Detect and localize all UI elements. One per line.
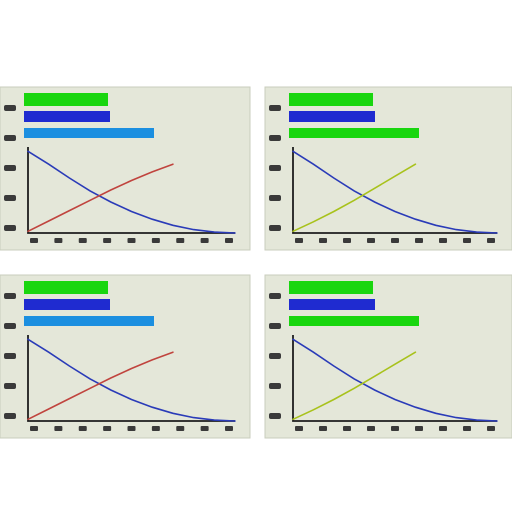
x-tick-glyph-6: [151, 426, 160, 431]
series-line-2: [27, 351, 174, 421]
x-tick-glyph-5: [391, 238, 399, 243]
y-tick-glyph-4: [269, 383, 281, 389]
y-tick-marks: [269, 105, 281, 231]
chart-panel-3: [0, 274, 251, 439]
y-tick-glyph-1: [269, 293, 281, 299]
legend-swatch-3: [289, 316, 419, 326]
x-tick-glyph-4: [103, 426, 112, 431]
legend: [24, 281, 154, 326]
y-tick-glyph-3: [269, 165, 281, 171]
legend-swatch-3: [289, 128, 419, 138]
chart-panel-1: [0, 86, 251, 251]
x-tick-glyph-7: [439, 426, 447, 431]
y-tick-glyph-2: [269, 135, 281, 141]
x-tick-glyph-4: [103, 238, 112, 243]
x-tick-glyph-2: [319, 426, 327, 431]
chart-panel-4: [264, 274, 512, 439]
legend: [289, 281, 419, 326]
x-tick-glyph-3: [343, 238, 351, 243]
legend-swatch-1: [289, 281, 373, 294]
series-line-2: [292, 351, 417, 421]
y-tick-glyph-5: [269, 225, 281, 231]
y-tick-glyph-4: [4, 195, 16, 201]
y-tick-glyph-5: [4, 413, 16, 419]
x-tick-glyph-7: [176, 426, 185, 431]
x-tick-glyph-2: [54, 426, 63, 431]
series-line-1: [292, 150, 498, 234]
legend: [24, 93, 154, 138]
x-tick-glyph-8: [200, 426, 209, 431]
chart-panel-2: [264, 86, 512, 251]
x-tick-glyph-1: [30, 426, 38, 431]
axes: [27, 335, 235, 422]
axes: [27, 147, 235, 234]
legend-swatch-2: [24, 299, 110, 310]
x-tick-glyph-6: [415, 238, 423, 243]
y-tick-glyph-2: [269, 323, 281, 329]
y-tick-glyph-3: [4, 165, 16, 171]
legend: [289, 93, 419, 138]
x-tick-glyph-6: [151, 238, 160, 243]
x-tick-glyph-7: [176, 238, 185, 243]
x-tick-glyph-8: [463, 426, 471, 431]
x-tick-glyph-1: [295, 426, 303, 431]
x-tick-glyph-5: [391, 426, 399, 431]
x-tick-glyph-2: [54, 238, 63, 243]
x-tick-glyph-8: [200, 238, 209, 243]
y-tick-marks: [269, 293, 281, 419]
x-tick-glyph-3: [78, 238, 87, 243]
x-tick-glyph-2: [319, 238, 327, 243]
series-line-2: [292, 163, 417, 233]
x-tick-marks: [295, 426, 495, 431]
x-tick-glyph-1: [30, 238, 38, 243]
y-tick-glyph-2: [4, 135, 16, 141]
x-tick-glyph-9: [487, 426, 495, 431]
y-tick-glyph-4: [4, 383, 16, 389]
y-tick-glyph-1: [4, 105, 16, 111]
x-tick-glyph-4: [367, 426, 375, 431]
x-tick-glyph-8: [463, 238, 471, 243]
y-tick-glyph-5: [269, 413, 281, 419]
x-tick-glyph-9: [487, 238, 495, 243]
legend-swatch-3: [24, 316, 154, 326]
y-tick-glyph-1: [269, 105, 281, 111]
x-tick-glyph-5: [127, 426, 136, 431]
legend-swatch-2: [24, 111, 110, 122]
x-tick-marks: [30, 426, 233, 431]
legend-swatch-1: [24, 93, 108, 106]
legend-swatch-3: [24, 128, 154, 138]
x-tick-glyph-9: [225, 238, 233, 243]
series-line-1: [27, 150, 236, 234]
y-tick-glyph-4: [269, 195, 281, 201]
axes: [292, 335, 497, 422]
series-line-1: [292, 338, 498, 422]
axes: [292, 147, 497, 234]
y-tick-glyph-2: [4, 323, 16, 329]
x-tick-marks: [30, 238, 233, 243]
legend-swatch-2: [289, 299, 375, 310]
y-tick-glyph-1: [4, 293, 16, 299]
y-tick-glyph-3: [4, 353, 16, 359]
x-tick-glyph-4: [367, 238, 375, 243]
legend-swatch-1: [289, 93, 373, 106]
x-tick-glyph-7: [439, 238, 447, 243]
x-tick-glyph-3: [343, 426, 351, 431]
x-tick-marks: [295, 238, 495, 243]
legend-swatch-2: [289, 111, 375, 122]
legend-swatch-1: [24, 281, 108, 294]
y-tick-marks: [4, 105, 16, 231]
x-tick-glyph-9: [225, 426, 233, 431]
series-line-1: [27, 338, 236, 422]
y-tick-glyph-5: [4, 225, 16, 231]
x-tick-glyph-6: [415, 426, 423, 431]
x-tick-glyph-3: [78, 426, 87, 431]
x-tick-glyph-5: [127, 238, 136, 243]
series-line-2: [27, 163, 174, 233]
x-tick-glyph-1: [295, 238, 303, 243]
y-tick-glyph-3: [269, 353, 281, 359]
y-tick-marks: [4, 293, 16, 419]
